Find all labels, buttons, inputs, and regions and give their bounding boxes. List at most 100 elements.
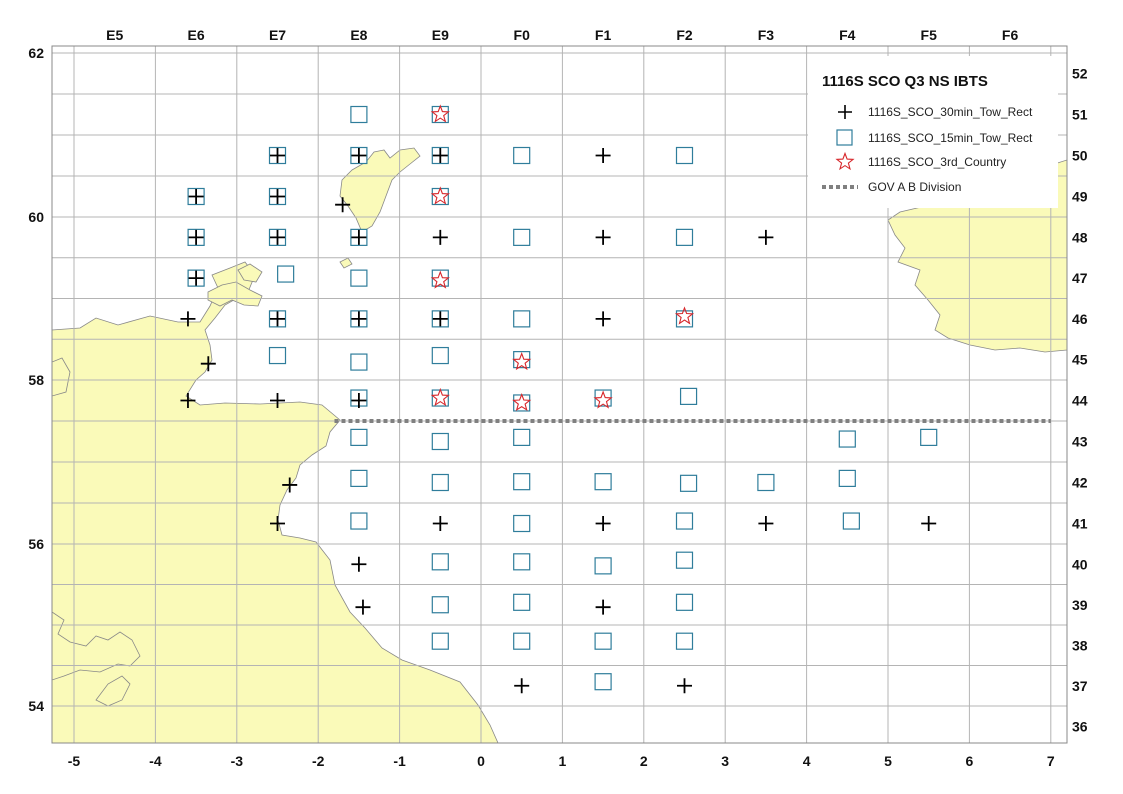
station-30min-marker <box>355 599 371 615</box>
ices-row-label: 38 <box>1072 637 1088 653</box>
station-15min-marker <box>838 430 856 448</box>
ices-row-label: 41 <box>1072 516 1088 532</box>
station-15min-marker <box>431 473 449 492</box>
station-3rd-country-marker <box>512 352 532 371</box>
ices-column-label: F0 <box>514 27 531 43</box>
station-15min-marker <box>675 512 694 530</box>
land-western-fragment <box>52 357 71 397</box>
station-3rd-country-marker <box>430 387 450 407</box>
lon-tick-label: 5 <box>884 753 892 769</box>
ices-row-label: 45 <box>1072 352 1088 368</box>
station-30min-marker <box>270 311 285 327</box>
lon-tick-label: -5 <box>68 753 81 769</box>
station-15min-marker <box>594 473 612 491</box>
square-icon <box>836 129 853 146</box>
station-15min-marker <box>513 553 531 571</box>
station-15min-marker <box>350 512 368 530</box>
legend-label-30min: 1116S_SCO_30min_Tow_Rect <box>868 105 1033 119</box>
land-fair-isle <box>339 257 353 269</box>
station-30min-marker <box>270 516 285 531</box>
station-30min-marker <box>595 599 611 615</box>
station-30min-marker <box>595 148 611 163</box>
ices-column-label: F6 <box>1002 27 1019 43</box>
lon-tick-label: 3 <box>721 753 729 769</box>
lon-tick-label: 2 <box>640 753 648 769</box>
station-15min-marker <box>513 428 531 446</box>
station-15min-marker <box>675 228 694 246</box>
ices-row-label: 46 <box>1072 311 1088 327</box>
station-30min-marker <box>270 393 285 408</box>
map-frame-border <box>51 45 1068 744</box>
station-30min-marker <box>432 311 448 327</box>
legend-label-15min: 1116S_SCO_15min_Tow_Rect <box>868 131 1033 145</box>
station-15min-marker <box>513 514 531 533</box>
ices-row-label: 51 <box>1072 107 1088 123</box>
station-30min-marker <box>351 229 367 245</box>
station-15min-marker <box>675 632 694 650</box>
ices-row-label: 50 <box>1072 148 1088 164</box>
lat-tick-label: 62 <box>28 45 44 61</box>
station-15min-marker <box>675 146 694 165</box>
station-30min-marker <box>432 516 448 531</box>
station-30min-marker <box>200 356 216 372</box>
station-30min-marker <box>677 678 692 694</box>
legend: 1116S SCO Q3 NS IBTS 1116S_SCO_30min_Tow… <box>808 56 1058 208</box>
station-30min-marker <box>188 189 204 204</box>
ices-row-label: 48 <box>1072 229 1088 245</box>
ices-column-label: F4 <box>839 27 856 43</box>
station-30min-marker <box>921 516 937 531</box>
station-15min-marker <box>431 632 449 650</box>
legend-item-15min: 1116S_SCO_15min_Tow_Rect <box>836 129 1033 146</box>
ices-row-label: 39 <box>1072 597 1088 613</box>
legend-item-3rd-country: 1116S_SCO_3rd_Country <box>835 151 1006 171</box>
station-15min-marker <box>431 596 449 614</box>
lon-tick-label: -2 <box>312 753 325 769</box>
station-15min-marker <box>513 228 531 246</box>
station-15min-marker <box>513 146 531 165</box>
ices-column-label: F1 <box>595 27 612 43</box>
lon-tick-label: 0 <box>477 753 485 769</box>
legend-label-division: GOV A B Division <box>868 180 961 194</box>
ices-row-label: 42 <box>1072 475 1088 491</box>
ices-row-label: 40 <box>1072 556 1088 572</box>
ices-column-label: E8 <box>350 27 367 43</box>
station-30min-marker <box>188 229 204 245</box>
ices-column-label: F5 <box>921 27 938 43</box>
legend-item-30min: 1116S_SCO_30min_Tow_Rect <box>838 105 1033 119</box>
station-15min-marker <box>679 474 698 492</box>
station-30min-marker <box>188 270 204 286</box>
lat-tick-label: 58 <box>28 372 44 388</box>
station-30min-marker <box>351 556 367 572</box>
station-30min-marker <box>351 393 367 408</box>
station-15min-marker <box>277 265 295 283</box>
station-30min-marker <box>595 516 611 531</box>
lat-tick-label: 60 <box>28 209 44 225</box>
station-15min-marker <box>350 469 368 487</box>
station-15min-marker <box>594 673 612 691</box>
ices-row-label: 43 <box>1072 434 1088 450</box>
station-30min-marker <box>758 516 774 531</box>
station-15min-marker <box>757 473 775 492</box>
station-30min-marker <box>180 311 196 327</box>
station-15min-marker <box>513 593 531 611</box>
station-15min-marker <box>268 346 287 365</box>
land-orkney-north <box>237 263 263 283</box>
station-3rd-country-marker <box>593 390 613 409</box>
station-30min-marker <box>595 229 611 245</box>
station-15min-marker <box>675 551 694 569</box>
legend-item-division: GOV A B Division <box>822 180 961 194</box>
plus-icon <box>838 105 852 119</box>
ices-column-label: F2 <box>676 27 693 43</box>
station-30min-marker <box>351 148 367 163</box>
station-15min-marker <box>431 432 449 451</box>
lon-tick-label: -3 <box>231 753 244 769</box>
station-3rd-country-marker <box>674 306 695 325</box>
lon-tick-label: 4 <box>803 753 811 769</box>
station-15min-marker <box>594 557 612 575</box>
station-30min-marker <box>758 229 774 245</box>
legend-label-3rd-country: 1116S_SCO_3rd_Country <box>868 155 1006 169</box>
lon-tick-label: 6 <box>966 753 974 769</box>
ices-column-label: E6 <box>188 27 205 43</box>
station-15min-marker <box>513 310 531 328</box>
lon-tick-label: 7 <box>1047 753 1055 769</box>
